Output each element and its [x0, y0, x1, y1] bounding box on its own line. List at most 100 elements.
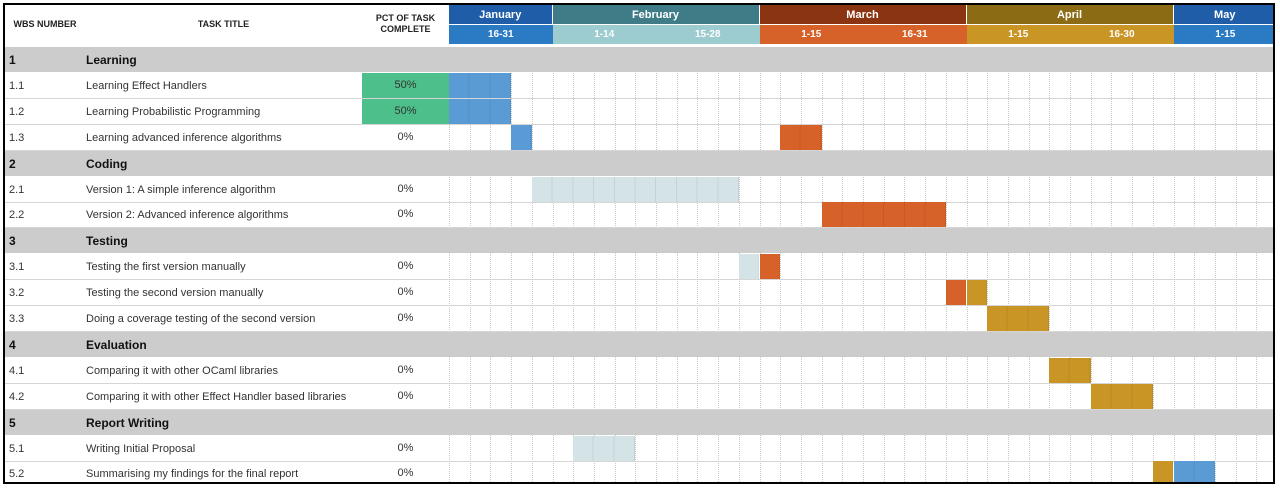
wbs-number: 3.3 — [9, 313, 25, 325]
task-title: Learning Effect Handlers — [86, 79, 207, 92]
task-title: Testing — [86, 234, 128, 249]
wbs-number: 5.1 — [9, 442, 25, 455]
grid-line — [925, 47, 927, 482]
task-row: 4.1 Comparing it with other OCaml librari… — [5, 357, 1273, 384]
grid-line — [718, 47, 720, 482]
grid-line — [904, 47, 906, 482]
task-title-header: TASK TITLE — [197, 18, 250, 29]
task-title: Testing the first version manually — [86, 261, 246, 274]
grid-line — [1049, 47, 1051, 482]
gantt-bar — [987, 306, 1050, 331]
task-row: 3.3 Doing a coverage testing of the secon… — [5, 306, 1273, 332]
task-title: Summarising my findings for the final re… — [86, 468, 299, 481]
wbs-number-header: WBS NUMBER — [13, 18, 77, 29]
period-header: 15-28 — [656, 25, 760, 44]
grid-line — [614, 47, 616, 482]
period-header: 1-15 — [1173, 25, 1273, 44]
section-row: 4 Evaluation — [5, 331, 1273, 357]
pct-complete: 0% — [397, 130, 414, 143]
task-row: 1.2 Learning Probabilistic Programming 50% — [5, 98, 1273, 125]
task-title: Learning Probabilistic Programming — [86, 105, 261, 118]
wbs-number: 1.3 — [9, 131, 25, 144]
grid-line — [1173, 47, 1175, 482]
grid-line — [1007, 47, 1009, 482]
grid-line — [883, 47, 885, 482]
wbs-number: 2.2 — [9, 209, 25, 222]
grid-line — [1152, 47, 1154, 482]
grid-line — [1028, 47, 1030, 482]
task-title: Learning advanced inference algorithms — [86, 131, 282, 144]
task-row: 2.2 Version 2: Advanced inference algorit… — [5, 202, 1273, 229]
task-title: Coding — [86, 156, 128, 171]
gantt-bar — [759, 254, 781, 280]
task-title: Doing a coverage testing of the second v… — [86, 313, 316, 325]
pct-complete: 50% — [362, 98, 449, 124]
pct-complete: 0% — [397, 286, 414, 299]
grid-line — [1256, 47, 1258, 482]
grid-line — [780, 47, 782, 482]
section-row: 5 Report Writing — [5, 409, 1273, 435]
grid-line — [1090, 47, 1092, 482]
period-header: 1-14 — [552, 25, 656, 44]
gantt-chart: WBS NUMBER TASK TITLE PCT OF TASK COMPLE… — [3, 3, 1275, 484]
task-row: 5.2 Summarising my findings for the final… — [5, 461, 1273, 482]
period-header: 16-31 — [449, 25, 553, 44]
grid-line — [821, 47, 823, 482]
gantt-bar — [1049, 357, 1091, 383]
gantt-bar — [738, 254, 760, 280]
month-header: February — [552, 5, 760, 24]
task-row: 5.1 Writing Initial Proposal 0% — [5, 435, 1273, 462]
gantt-bar — [573, 435, 636, 461]
task-row: 4.2 Comparing it with other Effect Handle… — [5, 383, 1273, 410]
grid-line — [800, 47, 802, 482]
gantt-bar — [1173, 461, 1215, 482]
gantt-bar — [449, 98, 512, 124]
month-header: May — [1173, 5, 1273, 24]
pct-complete: 0% — [397, 363, 414, 376]
grid-line — [842, 47, 844, 482]
month-header: April — [966, 5, 1174, 24]
wbs-number: 1.2 — [9, 105, 25, 118]
task-title: Version 2: Advanced inference algorithms — [86, 209, 289, 222]
grid-line — [656, 47, 657, 482]
pct-complete: 0% — [397, 389, 414, 402]
grid-line — [469, 47, 471, 482]
wbs-number: 3.2 — [9, 287, 25, 300]
gantt-bar — [1090, 383, 1153, 409]
task-title: Writing Initial Proposal — [86, 442, 196, 455]
task-title: Learning — [86, 53, 137, 67]
gantt-bar — [780, 124, 822, 150]
month-header: March — [759, 5, 967, 24]
task-title: Comparing it with other Effect Handler b… — [86, 390, 347, 403]
month-header: January — [449, 5, 553, 24]
grid-line — [531, 47, 533, 482]
wbs-number: 3.1 — [9, 261, 25, 274]
grid-line — [966, 47, 968, 482]
pct-complete-header: PCT OF TASK COMPLETE — [375, 13, 436, 34]
task-row: 1.3 Learning advanced inference algorithm… — [5, 124, 1273, 151]
section-row: 1 Learning — [5, 47, 1273, 72]
wbs-number: 3 — [9, 234, 16, 249]
pct-complete: 0% — [397, 312, 414, 324]
task-title: Version 1: A simple inference algorithm — [86, 183, 276, 196]
grid-line — [490, 47, 492, 482]
wbs-number: 4.2 — [9, 390, 25, 403]
wbs-number: 2.1 — [9, 183, 25, 196]
grid-line — [697, 47, 699, 482]
pct-complete: 0% — [397, 441, 414, 454]
period-header: 1-15 — [966, 25, 1070, 44]
pct-complete: 0% — [397, 208, 414, 221]
grid-line — [1132, 47, 1134, 482]
grid-line — [511, 47, 513, 482]
gantt-bar — [945, 280, 967, 306]
task-row: 1.1 Learning Effect Handlers 50% — [5, 72, 1273, 99]
grid-line — [945, 47, 947, 482]
gantt-bar — [821, 202, 946, 228]
pct-complete: 0% — [397, 182, 414, 195]
grid-line — [863, 47, 864, 482]
task-title: Testing the second version manually — [86, 287, 264, 300]
wbs-number: 1.1 — [9, 79, 25, 92]
wbs-number: 2 — [9, 156, 16, 171]
grid-line — [449, 47, 450, 482]
section-row: 3 Testing — [5, 228, 1273, 254]
